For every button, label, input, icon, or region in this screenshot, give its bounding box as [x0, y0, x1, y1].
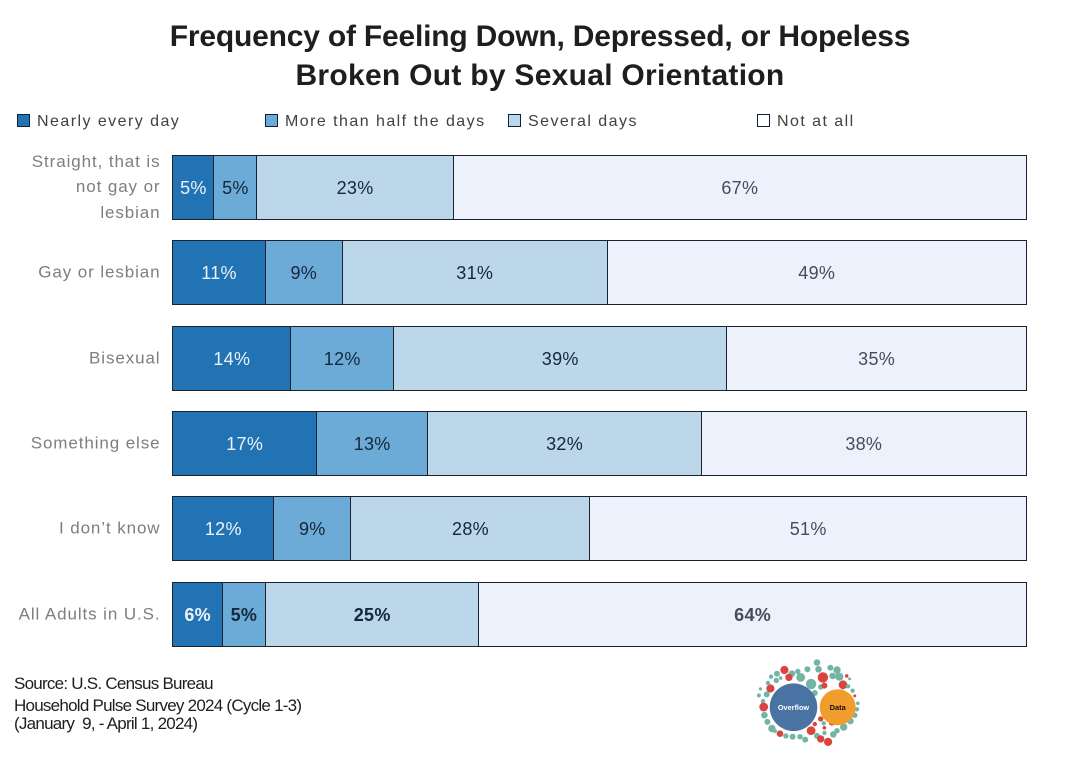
svg-text:Overflow: Overflow — [778, 703, 810, 712]
svg-text:Data: Data — [830, 703, 847, 712]
